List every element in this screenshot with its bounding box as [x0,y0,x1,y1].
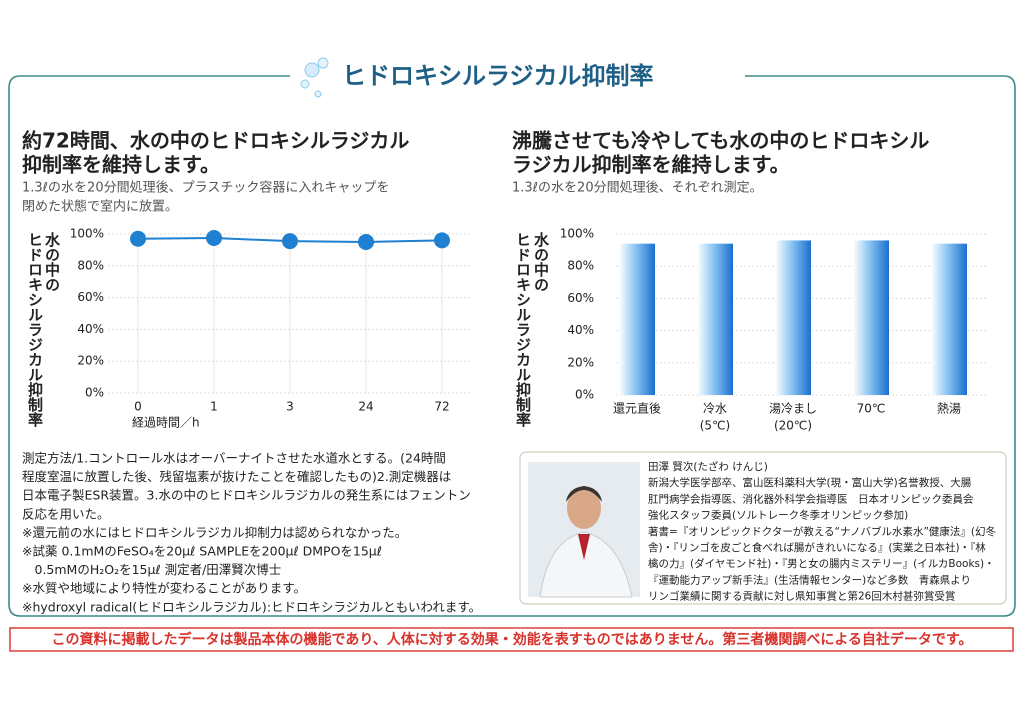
bubble [300,79,310,89]
profile-line: 肛門病学会指導医、消化器外科学会指導医 日本オリンピック委員会 [648,492,974,505]
bar [619,243,655,395]
profile-line: 著書=『オリンピックドクターが教える“ナノバブル水素水”健康法』(幻冬 [648,525,997,538]
x-tick-label: 72 [434,400,449,414]
y-tick-label: 0% [575,388,594,402]
frame [8,75,1016,617]
bar [853,240,889,395]
bubble [314,90,322,98]
note: 日本電子製ESR装置。3.水の中のヒドロキシルラジカルの発生系にはフェントン [22,488,471,503]
bar [775,240,811,395]
profile-line: 舎)・『リンゴを皮ごと食べれば腸がきれいになる』(実業之日本社)・『林 [648,541,986,554]
disclaimer: この資料に掲載したデータは製品本体の機能であり、人体に対する効果・効能を表すもの… [51,631,972,648]
profile-line: 新潟大学医学部卒、富山医科薬科大学(現・富山大学)名誉教授、大腸 [648,476,972,489]
photo-face [567,487,601,529]
photo-coat [539,531,633,598]
y-tick-label: 80% [77,258,104,272]
profile-line: 田澤 賢次(たざわ けんじ) [648,460,768,473]
bubble [317,57,329,69]
x-tick-label: 還元直後 [613,402,661,416]
x-tick-label: 湯冷まし [769,402,817,416]
bar [931,243,967,395]
y-tick-label: 60% [567,291,594,305]
data-point [282,233,298,250]
data-point [434,232,450,249]
chart-heading: 抑制率を維持します。 [22,153,220,177]
y-tick-label: 60% [77,290,104,304]
photo-hair [566,486,602,502]
photo-tie [578,534,590,560]
data-point [358,233,374,250]
chart-subtitle: 1.3ℓの水を20分間処理後、プラスチック容器に入れキャップを [22,180,389,196]
chart-heading: 沸騰させても冷やしても水の中のヒドロキシル [512,129,929,153]
x-tick-label: 熱湯 [937,402,961,416]
chart-heading: ラジカル抑制率を維持します。 [512,153,790,177]
note: ※還元前の水にはヒドロキシルラジカル抑制力は認められなかった。 [22,525,407,540]
y-tick-label: 40% [77,322,104,336]
chart-subtitle: 1.3ℓの水を20分間処理後、それぞれ測定。 [512,181,763,196]
profile-box [519,451,1007,605]
y-tick-label: 100% [70,227,104,241]
note: ※水質や地域により特性が変わることがあります。 [22,581,306,596]
bubble [304,62,320,78]
page-title: ヒドロキシルラジカル抑制率 [342,62,654,90]
x-tick-label: 3 [286,400,294,414]
data-point [206,229,222,246]
bar [697,243,733,395]
x-tick-label: 24 [358,400,373,414]
note: 0.5mMのH₂O₂を15μℓ 測定者/田澤賢次博士 [22,562,281,577]
y-tick-label: 20% [77,354,104,368]
y-tick-label: 100% [560,227,594,241]
disclaimer-box [9,627,1014,652]
note: 測定方法/1.コントロール水はオーバーナイトさせた水道水とする。(24時間 [22,451,446,466]
y-tick-label: 20% [567,355,594,369]
y-tick-label: 40% [567,323,594,337]
profile-line: 『運動能力アップ新手法』(生活情報センター)など多数 青森県より [648,573,971,586]
x-tick-label: 0 [134,400,142,414]
note: ※試薬 0.1mMのFeSO₄を20μℓ SAMPLEを200μℓ DMPOを1… [22,544,382,559]
x-tick-label: 冷水 [703,402,727,416]
profile-line: リンゴ業績に関する貢献に対し県知事賞と第26回木村甚弥賞受賞 [648,590,955,603]
y-axis-label: ヒドロキシルラジカル抑制率 [514,232,532,428]
profile-line: 檎の力』(ダイヤモンド社)・『男と女の腸内ミステリー』(イルカBooks)・ [648,557,995,570]
note: ※hydroxyl radical(ヒドロキシルラジカル):ヒドロキシラジカルと… [22,599,481,614]
y-tick-label: 0% [85,386,104,400]
note: 程度室温に放置した後、残留塩素が抜けたことを確認したもの)2.測定機器は [22,469,451,484]
x-tick-label: 1 [210,400,218,414]
chart-heading: 約72時間、水の中のヒドロキシルラジカル [22,129,409,153]
x-tick-label: (5℃) [700,419,730,433]
y-tick-label: 80% [567,259,594,273]
x-tick-label: 70℃ [857,402,886,416]
note: 反応を用いた。 [22,506,110,521]
y-axis-label: 水の中の [43,231,61,292]
x-axis-label: 経過時間／h [132,416,200,430]
data-point [130,230,146,247]
profile-line: 強化スタッフ委員(ソルトレーク冬季オリンピック参加) [648,509,908,522]
x-tick-label: (20℃) [774,419,812,433]
chart-subtitle: 閉めた状態で室内に放置。 [22,199,178,215]
y-axis-label: ヒドロキシルラジカル抑制率 [26,232,44,428]
y-axis-label: 水の中の [532,231,550,292]
